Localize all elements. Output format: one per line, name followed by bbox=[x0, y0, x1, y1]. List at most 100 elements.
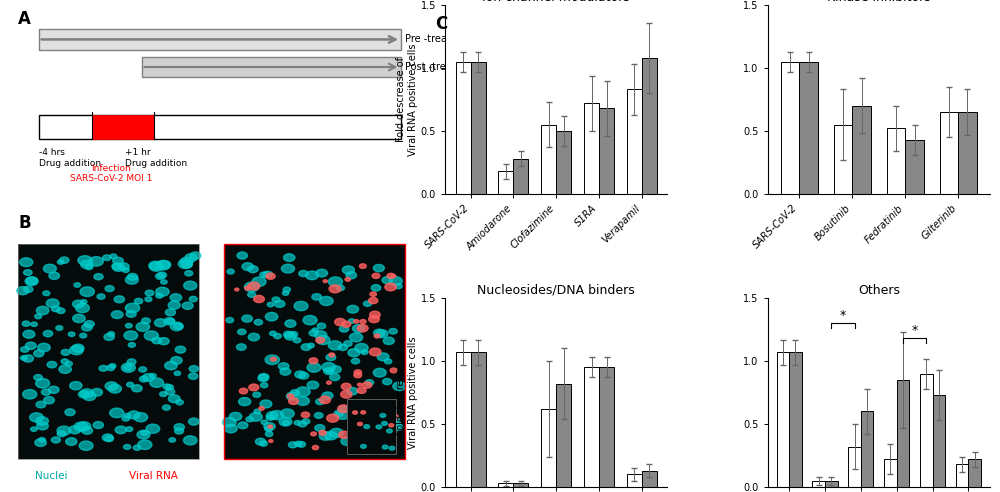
Circle shape bbox=[328, 277, 342, 286]
Circle shape bbox=[226, 317, 234, 323]
Circle shape bbox=[301, 344, 311, 350]
Circle shape bbox=[259, 373, 269, 380]
Circle shape bbox=[162, 405, 170, 410]
Circle shape bbox=[319, 430, 326, 435]
Circle shape bbox=[23, 330, 35, 338]
Circle shape bbox=[245, 286, 251, 290]
Circle shape bbox=[316, 399, 324, 404]
Circle shape bbox=[93, 422, 103, 429]
Circle shape bbox=[374, 329, 385, 337]
Circle shape bbox=[280, 368, 291, 375]
Circle shape bbox=[266, 412, 278, 420]
Circle shape bbox=[294, 421, 301, 425]
Title: Nucleosides/DNA binders: Nucleosides/DNA binders bbox=[477, 284, 635, 297]
Circle shape bbox=[376, 420, 388, 428]
Circle shape bbox=[132, 385, 142, 392]
Circle shape bbox=[182, 302, 193, 309]
Circle shape bbox=[109, 364, 116, 368]
Circle shape bbox=[390, 368, 397, 373]
Circle shape bbox=[125, 276, 138, 284]
Circle shape bbox=[382, 422, 387, 426]
Circle shape bbox=[316, 338, 325, 343]
Circle shape bbox=[30, 413, 43, 422]
Circle shape bbox=[159, 261, 171, 269]
Circle shape bbox=[283, 287, 290, 292]
Circle shape bbox=[286, 392, 298, 400]
Circle shape bbox=[336, 410, 350, 419]
Circle shape bbox=[104, 334, 114, 340]
Circle shape bbox=[72, 344, 84, 352]
Circle shape bbox=[389, 424, 394, 427]
Circle shape bbox=[288, 442, 297, 448]
Circle shape bbox=[254, 319, 263, 325]
Circle shape bbox=[363, 439, 372, 445]
Circle shape bbox=[330, 429, 343, 437]
Y-axis label: Fold descrease of
Viral RNA positive cells: Fold descrease of Viral RNA positive cel… bbox=[396, 337, 418, 449]
Circle shape bbox=[309, 330, 318, 336]
Circle shape bbox=[395, 284, 402, 289]
Bar bbox=[852, 106, 871, 194]
Circle shape bbox=[36, 307, 49, 315]
Circle shape bbox=[317, 323, 326, 329]
Circle shape bbox=[133, 445, 141, 450]
Circle shape bbox=[156, 287, 169, 296]
Circle shape bbox=[105, 285, 114, 292]
Circle shape bbox=[270, 331, 276, 336]
Circle shape bbox=[22, 321, 30, 326]
Circle shape bbox=[34, 374, 42, 380]
Circle shape bbox=[167, 318, 174, 324]
Text: Viral RNA: Viral RNA bbox=[129, 470, 178, 481]
Circle shape bbox=[158, 272, 167, 278]
Text: Non-infected: Non-infected bbox=[73, 223, 145, 233]
Bar bbox=[956, 464, 968, 487]
Circle shape bbox=[44, 397, 54, 404]
Circle shape bbox=[122, 416, 130, 421]
Circle shape bbox=[369, 440, 380, 447]
Circle shape bbox=[384, 359, 392, 364]
Circle shape bbox=[158, 338, 169, 345]
Circle shape bbox=[354, 320, 359, 323]
Bar bbox=[968, 460, 981, 487]
Circle shape bbox=[112, 263, 121, 270]
Circle shape bbox=[272, 297, 280, 302]
Circle shape bbox=[285, 320, 296, 327]
Circle shape bbox=[244, 282, 259, 292]
Circle shape bbox=[351, 358, 360, 364]
Circle shape bbox=[299, 271, 308, 277]
Circle shape bbox=[105, 382, 118, 391]
Circle shape bbox=[339, 326, 349, 332]
Circle shape bbox=[268, 425, 273, 428]
Circle shape bbox=[341, 437, 354, 445]
Circle shape bbox=[303, 315, 317, 325]
Circle shape bbox=[36, 378, 50, 388]
Circle shape bbox=[358, 426, 365, 430]
Circle shape bbox=[141, 430, 148, 435]
Circle shape bbox=[274, 334, 281, 338]
Circle shape bbox=[127, 359, 136, 365]
Circle shape bbox=[336, 285, 345, 291]
Circle shape bbox=[328, 341, 342, 350]
Text: Infection
SARS-CoV-2 MOI 1: Infection SARS-CoV-2 MOI 1 bbox=[70, 164, 152, 183]
Circle shape bbox=[324, 368, 334, 374]
Bar bbox=[471, 352, 486, 487]
Circle shape bbox=[23, 355, 33, 362]
Circle shape bbox=[237, 252, 247, 259]
Circle shape bbox=[174, 371, 181, 375]
Circle shape bbox=[370, 311, 380, 318]
Circle shape bbox=[322, 363, 335, 371]
Circle shape bbox=[102, 434, 113, 441]
Circle shape bbox=[322, 392, 333, 400]
Circle shape bbox=[263, 271, 272, 277]
Circle shape bbox=[73, 314, 85, 323]
Circle shape bbox=[254, 409, 261, 414]
Y-axis label: Fold descrease of
Viral RNA positive cells: Fold descrease of Viral RNA positive cel… bbox=[396, 43, 418, 155]
Circle shape bbox=[48, 386, 59, 393]
Circle shape bbox=[357, 422, 362, 426]
Circle shape bbox=[181, 261, 192, 268]
Circle shape bbox=[283, 331, 293, 338]
Circle shape bbox=[316, 269, 328, 277]
Circle shape bbox=[383, 434, 392, 440]
Circle shape bbox=[235, 288, 239, 291]
Circle shape bbox=[82, 427, 93, 434]
Circle shape bbox=[178, 259, 192, 269]
